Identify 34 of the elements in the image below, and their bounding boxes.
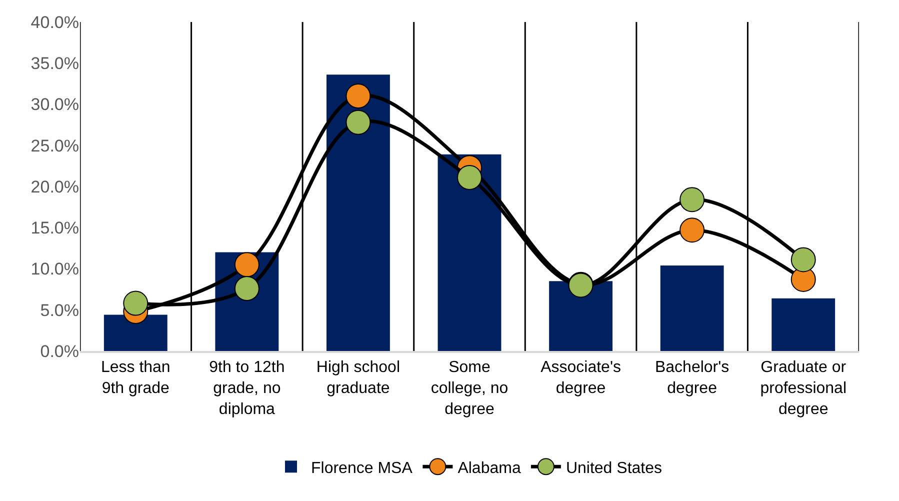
x-tick-label: High school graduate [316,359,400,397]
bar [326,74,390,351]
legend-label: United States [566,460,662,477]
point [680,187,705,212]
legend-label: Florence MSA [311,460,413,477]
point [346,84,371,109]
y-tick-label: 0.0% [40,342,79,361]
y-tick-label: 15.0% [30,218,79,238]
y-tick-label: 30.0% [30,95,79,114]
point [234,276,260,301]
bar [104,314,168,351]
point [346,110,371,135]
x-tick-label: Less than 9th grade [100,359,170,397]
point [234,252,260,278]
y-tick-label: 25.0% [30,136,79,156]
bar [549,281,612,351]
x-tick-label: 9th to 12th grade, no diploma [209,359,285,418]
x-tick-label: Associate's degree [540,359,621,397]
legend-label: Alabama [458,460,521,477]
y-tick-label: 20.0% [30,177,79,196]
point [680,218,705,243]
point [790,247,816,272]
x-tick-label: Some college, no degree [430,359,508,418]
y-tick-label: 5.0% [40,300,79,320]
x-tick-label: Graduate or professional degree [760,359,847,418]
bar [660,265,724,351]
y-tick-label: 40.0% [30,12,79,32]
x-tick-label: Bachelor's degree [654,359,730,397]
point [123,290,148,316]
y-tick-label: 10.0% [30,260,79,279]
bar [438,154,502,351]
point [457,164,482,190]
bar [772,298,836,351]
y-tick-label: 35.0% [30,54,79,74]
